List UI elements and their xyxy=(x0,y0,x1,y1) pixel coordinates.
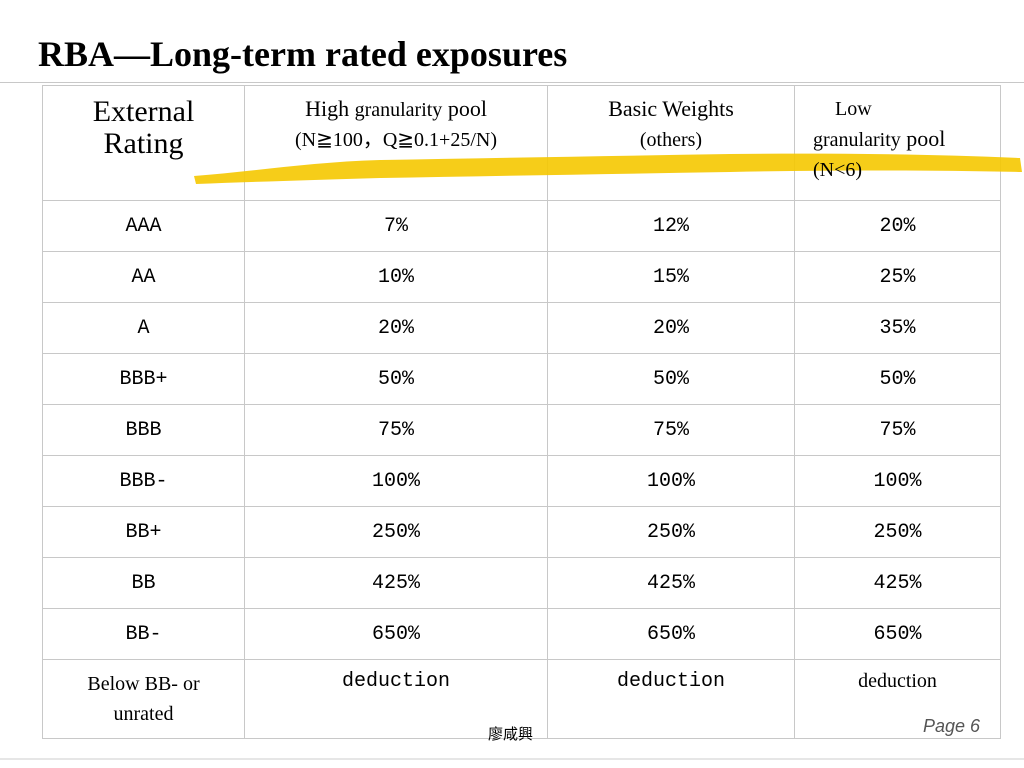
cell-high-granularity: deduction xyxy=(244,659,548,739)
header-high-formula: (N≧100，Q≧0.1+25/N) xyxy=(294,129,497,151)
table-row: BB 425% 425% 425% xyxy=(42,557,1001,609)
author-footer: 廖咸興 xyxy=(488,725,534,743)
cell-basic-weights: 250% xyxy=(547,506,795,558)
table-row: BBB+ 50% 50% 50% xyxy=(42,353,1001,405)
cell-low-granularity: 425% xyxy=(794,557,1001,609)
cell-low-granularity: 75% xyxy=(794,404,1001,456)
table-row: AA 10% 15% 25% xyxy=(42,251,1001,303)
header-high-granularity: High granularity pool (N≧100，Q≧0.1+25/N) xyxy=(244,85,548,201)
table-row: A 20% 20% 35% xyxy=(42,302,1001,354)
footer-divider xyxy=(0,758,1024,760)
cell-high-granularity: 50% xyxy=(244,353,548,405)
table-row: BB- 650% 650% 650% xyxy=(42,608,1001,660)
cell-basic-weights: 425% xyxy=(547,557,795,609)
cell-basic-weights: deduction xyxy=(547,659,795,739)
cell-low-granularity: 650% xyxy=(794,608,1001,660)
cell-high-granularity: 7% xyxy=(244,200,548,252)
title-divider xyxy=(0,82,1024,83)
table-row: AAA 7% 12% 20% xyxy=(42,200,1001,252)
risk-weight-table-container: External Rating High granularity pool (N… xyxy=(42,85,1001,739)
cell-high-granularity: 100% xyxy=(244,455,548,507)
header-low-granularity: Low granularity pool (N<6) xyxy=(794,85,1001,201)
cell-low-granularity: deduction xyxy=(794,659,1001,739)
cell-high-granularity: 425% xyxy=(244,557,548,609)
header-rating-line2: Rating xyxy=(103,127,184,160)
cell-rating: BB+ xyxy=(42,506,245,558)
cell-basic-weights: 650% xyxy=(547,608,795,660)
cell-high-granularity: 75% xyxy=(244,404,548,456)
page-number: Page 6 xyxy=(922,716,980,736)
header-low-word2: pool xyxy=(900,126,946,151)
table-header-row: External Rating High granularity pool (N… xyxy=(42,85,1001,201)
cell-basic-weights: 12% xyxy=(547,200,795,252)
cell-rating: Below BB- or unrated xyxy=(42,659,245,739)
cell-basic-weights: 15% xyxy=(547,251,795,303)
cell-basic-weights: 50% xyxy=(547,353,795,405)
cell-rating-line1: Below BB- or xyxy=(87,673,200,695)
cell-rating-line2: unrated xyxy=(113,703,174,725)
header-low-word1: granularity xyxy=(813,129,901,151)
header-basic-line1: Basic Weights xyxy=(608,96,734,121)
risk-weight-table: External Rating High granularity pool (N… xyxy=(42,85,1001,739)
header-high-word3: pool xyxy=(442,96,487,121)
header-external-rating: External Rating xyxy=(42,85,245,201)
cell-low-granularity: 35% xyxy=(794,302,1001,354)
cell-basic-weights: 20% xyxy=(547,302,795,354)
header-basic-weights: Basic Weights (others) xyxy=(547,85,795,201)
header-basic-line2: (others) xyxy=(639,129,703,151)
header-high-word2: granularity xyxy=(354,99,443,121)
cell-rating: BBB- xyxy=(42,455,245,507)
cell-rating: BBB+ xyxy=(42,353,245,405)
cell-basic-weights: 100% xyxy=(547,455,795,507)
cell-high-granularity: 250% xyxy=(244,506,548,558)
cell-low-granularity: 25% xyxy=(794,251,1001,303)
table-row-below-bb: Below BB- or unrated deduction deduction… xyxy=(42,659,1001,739)
table-row: BB+ 250% 250% 250% xyxy=(42,506,1001,558)
cell-low-granularity: 250% xyxy=(794,506,1001,558)
cell-rating: BB xyxy=(42,557,245,609)
cell-low-granularity: 20% xyxy=(794,200,1001,252)
cell-low-granularity: 100% xyxy=(794,455,1001,507)
cell-high-granularity: 20% xyxy=(244,302,548,354)
table-row: BBB- 100% 100% 100% xyxy=(42,455,1001,507)
cell-basic-weights: 75% xyxy=(547,404,795,456)
slide-title: RBA—Long-term rated exposures xyxy=(38,34,568,74)
cell-high-granularity: 10% xyxy=(244,251,548,303)
header-high-word1: High xyxy=(305,96,355,121)
header-low-line1: Low xyxy=(835,98,872,120)
cell-rating: AA xyxy=(42,251,245,303)
header-rating-line1: External xyxy=(92,95,195,128)
cell-high-granularity: 650% xyxy=(244,608,548,660)
cell-rating: BBB xyxy=(42,404,245,456)
cell-rating: A xyxy=(42,302,245,354)
cell-rating: BB- xyxy=(42,608,245,660)
cell-rating: AAA xyxy=(42,200,245,252)
header-low-line3: (N<6) xyxy=(813,159,863,181)
table-row: BBB 75% 75% 75% xyxy=(42,404,1001,456)
cell-low-granularity: 50% xyxy=(794,353,1001,405)
